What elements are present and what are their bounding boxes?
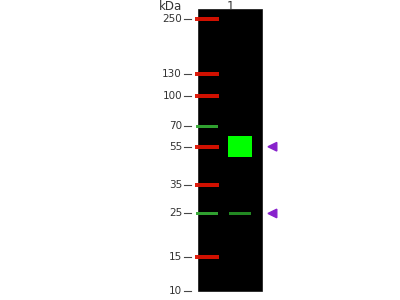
- Text: 25: 25: [169, 208, 182, 218]
- Text: 1: 1: [226, 0, 234, 13]
- Text: kDa: kDa: [159, 0, 182, 13]
- Bar: [195, 94, 219, 98]
- Bar: [195, 255, 219, 259]
- Bar: [195, 16, 219, 20]
- Text: 100: 100: [162, 91, 182, 101]
- Bar: [195, 72, 219, 76]
- Bar: [228, 136, 252, 157]
- Text: 250: 250: [162, 14, 182, 24]
- Bar: [229, 212, 251, 215]
- Bar: [196, 125, 218, 128]
- Polygon shape: [268, 209, 277, 218]
- Bar: [196, 212, 218, 215]
- Text: 55: 55: [169, 142, 182, 152]
- Bar: [195, 183, 219, 187]
- Text: 15: 15: [169, 252, 182, 262]
- Text: 130: 130: [162, 69, 182, 79]
- Text: 10: 10: [169, 286, 182, 296]
- Text: 35: 35: [169, 180, 182, 190]
- Bar: [195, 145, 219, 149]
- Polygon shape: [268, 142, 277, 151]
- Text: 70: 70: [169, 121, 182, 131]
- Bar: [198, 9, 262, 291]
